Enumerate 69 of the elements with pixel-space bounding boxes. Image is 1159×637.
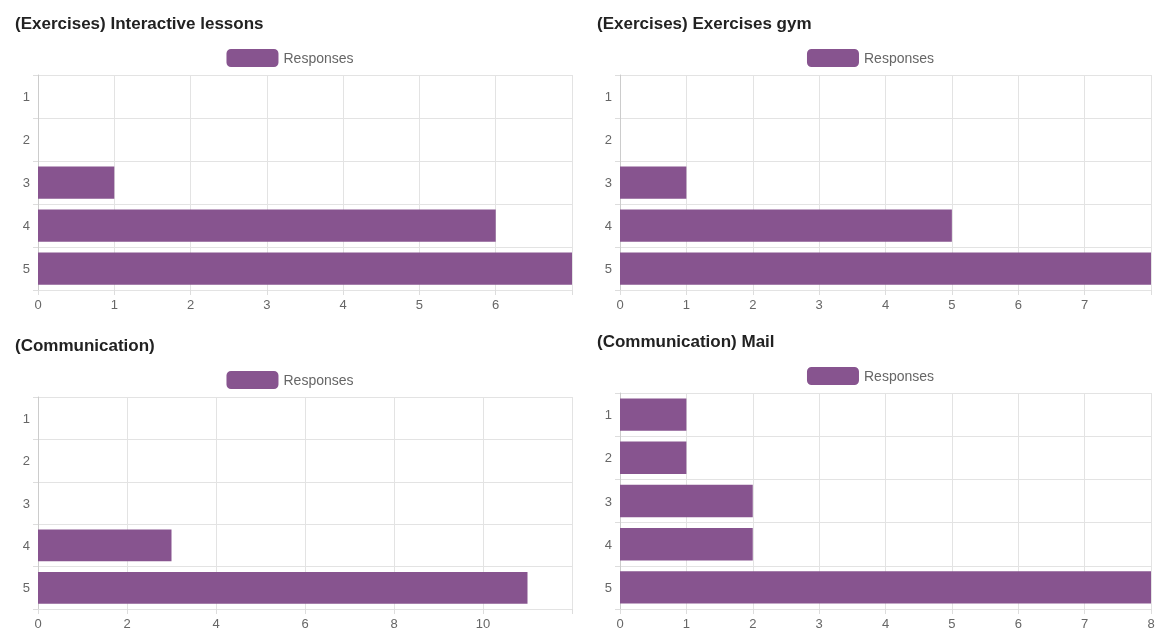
y-tick-label: 4 <box>22 537 30 553</box>
chart-title: (Exercises) Exercises gym <box>597 14 812 33</box>
x-tick-label: 3 <box>263 297 271 312</box>
chart-title: (Communication) Mail <box>597 332 775 351</box>
x-tick-label: 0 <box>34 616 42 631</box>
bar <box>620 252 1151 285</box>
bar <box>620 528 753 561</box>
x-tick-label: 8 <box>1147 616 1155 631</box>
x-tick-label: 5 <box>948 297 956 312</box>
y-tick-label: 2 <box>604 132 612 147</box>
x-tick-label: 8 <box>390 616 398 631</box>
chart-title: (Exercises) Interactive lessons <box>15 14 264 33</box>
y-tick-label: 1 <box>604 407 612 423</box>
x-tick-label: 6 <box>492 297 500 312</box>
x-tick-label: 0 <box>616 616 624 631</box>
x-tick-label: 7 <box>1081 297 1089 312</box>
bar <box>38 252 572 285</box>
bar <box>620 571 1151 604</box>
x-tick-label: 6 <box>301 616 309 631</box>
x-tick-label: 4 <box>212 616 220 631</box>
y-tick-label: 5 <box>604 261 612 276</box>
bar <box>38 166 115 199</box>
chart-title: (Communication) <box>15 336 155 355</box>
bar <box>620 441 687 474</box>
x-tick-label: 4 <box>881 297 890 312</box>
legend-label: Responses <box>283 372 354 388</box>
x-tick-label: 5 <box>415 297 424 312</box>
y-tick-label: 3 <box>604 175 612 190</box>
y-tick-label: 5 <box>22 580 30 596</box>
x-tick-label: 2 <box>749 616 757 631</box>
y-tick-label: 2 <box>22 453 30 469</box>
x-tick-label: 10 <box>475 616 491 631</box>
x-tick-label: 6 <box>1014 616 1022 631</box>
x-tick-label: 7 <box>1081 616 1089 631</box>
x-tick-label: 2 <box>749 297 757 312</box>
x-tick-label: 3 <box>815 616 823 631</box>
legend-label: Responses <box>863 50 935 66</box>
x-tick-label: 6 <box>1014 297 1022 312</box>
y-tick-label: 2 <box>604 450 612 466</box>
bar <box>38 209 496 242</box>
x-tick-label: 5 <box>948 616 956 631</box>
y-tick-label: 5 <box>604 579 612 595</box>
x-tick-label: 1 <box>682 297 690 312</box>
x-tick-label: 1 <box>110 297 118 312</box>
y-tick-label: 2 <box>22 132 30 147</box>
bar <box>620 484 753 518</box>
y-tick-label: 1 <box>22 410 30 426</box>
bar <box>620 398 687 431</box>
bar <box>620 209 952 242</box>
x-tick-label: 4 <box>881 616 890 631</box>
x-tick-label: 1 <box>682 616 690 631</box>
y-tick-label: 3 <box>604 493 612 509</box>
x-tick-label: 0 <box>616 297 624 312</box>
x-tick-label: 3 <box>815 297 823 312</box>
y-tick-label: 1 <box>604 89 612 104</box>
y-tick-label: 5 <box>22 261 30 276</box>
x-tick-label: 2 <box>123 616 131 631</box>
legend-label: Responses <box>283 50 354 66</box>
y-tick-label: 4 <box>22 218 30 233</box>
bar <box>620 166 687 199</box>
y-tick-label: 3 <box>22 175 30 190</box>
legend-label: Responses <box>863 368 935 384</box>
x-tick-label: 0 <box>34 297 42 312</box>
x-tick-label: 2 <box>186 297 195 312</box>
y-tick-label: 4 <box>604 536 612 552</box>
y-tick-label: 1 <box>22 89 30 104</box>
y-tick-label: 3 <box>22 495 30 511</box>
y-tick-label: 4 <box>604 218 612 233</box>
x-tick-label: 4 <box>339 297 347 312</box>
